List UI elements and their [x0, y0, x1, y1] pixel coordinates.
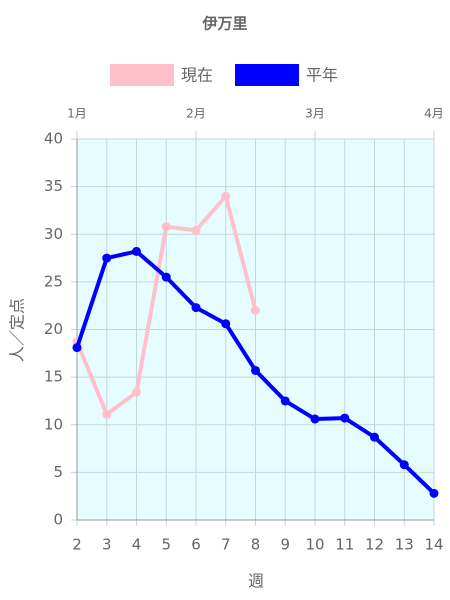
y-tick-label: 35: [44, 177, 63, 195]
point: [132, 246, 141, 256]
x2-tick-label: 4月: [424, 107, 444, 121]
x2-tick-label: 3月: [305, 107, 325, 121]
x-tick-label: 8: [251, 536, 261, 554]
point: [429, 488, 439, 498]
x-tick-label: 5: [161, 536, 171, 554]
point: [161, 222, 171, 232]
x-tick-label: 9: [280, 536, 290, 554]
y-axis-label: 人／定点: [8, 298, 27, 362]
point: [280, 396, 290, 406]
point: [102, 253, 112, 263]
x-axis-label: 週: [248, 572, 264, 591]
point: [102, 409, 112, 419]
y-tick-label: 15: [44, 368, 63, 386]
point: [161, 272, 171, 282]
y-tick-label: 25: [44, 272, 63, 290]
point: [251, 305, 260, 315]
legend-label: 平年: [306, 66, 338, 85]
x-tick-label: 3: [102, 536, 112, 554]
x-tick-label: 14: [424, 536, 443, 554]
x-tick-label: 7: [221, 536, 231, 554]
x-tick-label: 13: [395, 536, 414, 554]
point: [191, 303, 201, 313]
x-tick-label: 6: [191, 536, 201, 554]
legend-label: 現在: [181, 66, 213, 85]
x2-tick-label: 2月: [186, 107, 206, 121]
point: [72, 343, 82, 353]
y-tick-label: 30: [44, 225, 63, 243]
point: [370, 432, 379, 442]
x-tick-label: 11: [335, 536, 354, 554]
x-tick-label: 4: [132, 536, 142, 554]
point: [251, 365, 260, 375]
x-tick-label: 2: [72, 536, 82, 554]
y-tick-label: 0: [53, 511, 63, 529]
x2-tick-label: 1月: [67, 107, 87, 121]
legend-swatch: [235, 64, 300, 86]
point: [399, 460, 409, 470]
y-tick-label: 40: [44, 130, 63, 148]
y-tick-label: 5: [53, 463, 63, 481]
point: [340, 413, 350, 423]
x-tick-label: 10: [305, 536, 324, 554]
point: [221, 319, 231, 329]
point: [221, 191, 231, 201]
y-tick-label: 20: [44, 320, 63, 338]
y-tick-label: 10: [44, 415, 63, 433]
point: [132, 387, 141, 397]
point: [310, 414, 320, 424]
legend-swatch: [110, 64, 174, 86]
chart-title: 伊万里: [201, 15, 247, 33]
point: [191, 225, 201, 235]
x-tick-label: 12: [365, 536, 384, 554]
